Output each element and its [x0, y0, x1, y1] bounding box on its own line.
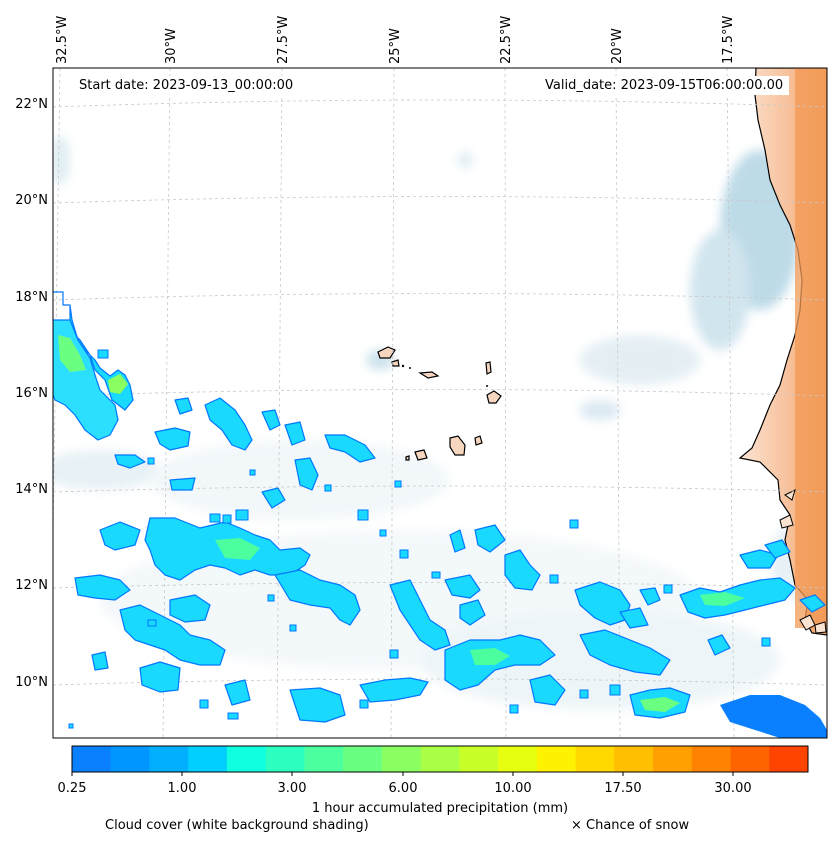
- colorbar-ticks: [71, 772, 734, 776]
- colorbar-swatch: [149, 746, 189, 772]
- colorbar-swatch: [110, 746, 150, 772]
- colorbar-swatch: [72, 746, 112, 772]
- snow-chance-legend: × Chance of snow: [571, 818, 690, 833]
- colorbar-tick-label: 30.00: [714, 781, 752, 796]
- colorbar-title: 1 hour accumulated precipitation (mm): [311, 801, 569, 816]
- colorbar-swatch: [498, 746, 538, 772]
- colorbar-tick-label: 3.00: [277, 781, 307, 796]
- lat-label: 22°N: [15, 97, 48, 112]
- colorbar-tick-label: 10.00: [494, 781, 532, 796]
- colorbar-tick-label: 0.25: [57, 781, 87, 796]
- cloud-cover-legend: Cloud cover (white background shading): [105, 818, 369, 833]
- lat-label: 12°N: [15, 578, 48, 593]
- small-islets: [401, 364, 488, 387]
- colorbar-swatch: [614, 746, 654, 772]
- colorbar-swatch: [420, 746, 460, 772]
- colorbar: [72, 746, 809, 772]
- colorbar-swatch: [226, 746, 267, 772]
- map-frame: [52, 67, 828, 739]
- colorbar-swatch: [691, 746, 732, 772]
- colorbar-swatch: [304, 746, 344, 772]
- lat-label: 20°N: [15, 193, 48, 208]
- colorbar-swatch: [730, 746, 770, 772]
- colorbar-swatch: [188, 746, 228, 772]
- colorbar-swatch: [381, 746, 422, 772]
- lat-label: 18°N: [15, 290, 48, 305]
- precipitation-field: [53, 291, 827, 738]
- colorbar-swatch: [459, 746, 499, 772]
- lat-label: 16°N: [15, 386, 48, 401]
- colorbar-tick-label: 17.50: [604, 781, 642, 796]
- colorbar-frame: [71, 745, 809, 773]
- coastal-islands: [779, 489, 827, 634]
- colorbar-swatch: [653, 746, 693, 772]
- colorbar-swatch: [343, 746, 383, 772]
- desert-hot-band: [795, 68, 827, 628]
- colorbar-tick-label: 1.00: [167, 781, 197, 796]
- colorbar-swatch: [769, 746, 809, 772]
- valid-date-label: Valid_date: 2023-09-15T06:00:00.00: [539, 76, 790, 95]
- colorbar-tick-label: 6.00: [388, 781, 418, 796]
- small-precip-cells: [68, 349, 771, 729]
- colorbar-swatch: [575, 746, 615, 772]
- lat-label: 10°N: [15, 675, 48, 690]
- start-date-label: Start date: 2023-09-13_00:00:00: [73, 76, 300, 95]
- colorbar-swatch: [536, 746, 577, 772]
- lat-label: 14°N: [15, 482, 48, 497]
- cape-verde-islands: [377, 346, 502, 461]
- colorbar-swatch: [265, 746, 305, 772]
